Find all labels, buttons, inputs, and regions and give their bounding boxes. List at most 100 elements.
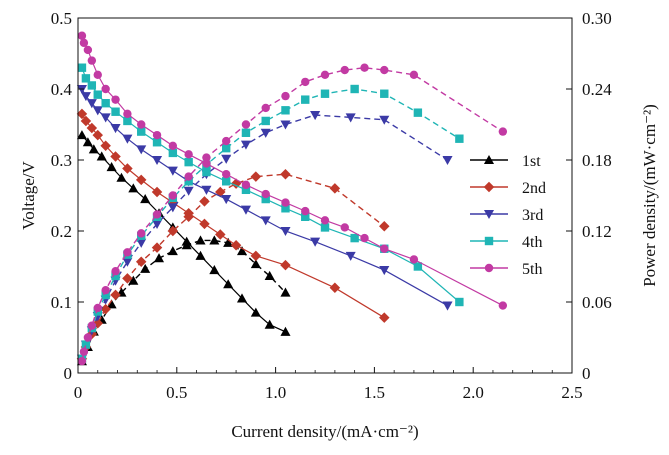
series-4th-power-point-17 <box>320 89 330 98</box>
x-tick-label-2: 1.0 <box>265 383 286 402</box>
series-4th-power-point-19 <box>380 89 389 98</box>
series-1st-voltage-point-11 <box>195 250 206 260</box>
series-3rd-voltage-point-12 <box>221 195 232 205</box>
series-2nd-voltage-point-14 <box>250 250 262 262</box>
series-4th-power-point-16 <box>301 95 310 104</box>
series-4th-voltage-point-9 <box>168 148 178 158</box>
y-right-tick-label-3: 0.18 <box>582 151 612 170</box>
series-5th-voltage-point-17 <box>301 206 310 216</box>
series-3rd-power-point-18 <box>379 115 390 125</box>
series-5th-power-point-22 <box>409 70 419 80</box>
series-3rd-voltage-point-9 <box>167 166 178 176</box>
series-2nd-voltage-point-11 <box>199 218 210 230</box>
series-5th-voltage-point-15 <box>261 189 270 199</box>
series-2nd-power-point-6 <box>122 273 133 284</box>
legend-label-1st: 1st <box>522 153 541 170</box>
series-4th-power-point-1 <box>81 340 91 349</box>
series-5th-power-point-5 <box>101 285 110 295</box>
series-3rd-voltage-point-16 <box>310 237 321 247</box>
y-right-tick-label-0: 0 <box>582 364 591 383</box>
series-3rd-power-point-7 <box>136 238 147 248</box>
series-3rd-voltage-point-13 <box>240 205 251 215</box>
series-5th-voltage-point-2 <box>83 45 93 55</box>
series-4th-voltage-point-21 <box>455 297 464 307</box>
series-4th-power-point-4 <box>101 290 110 300</box>
series-5th-voltage-point-20 <box>360 233 369 243</box>
series-4th-voltage-point-16 <box>301 212 310 221</box>
series-1st-power-point-17 <box>280 287 291 297</box>
y-left-tick-label-1: 0.1 <box>51 293 72 312</box>
series-3rd-voltage-point-2 <box>86 99 97 109</box>
series-5th-power-point-13 <box>222 136 231 146</box>
x-tick-label-0: 0 <box>74 383 83 402</box>
series-2nd-power-point-15 <box>280 168 291 180</box>
series-1st-voltage-point-16 <box>264 319 275 329</box>
y-left-tick-label-0: 0 <box>64 364 73 383</box>
series-1st-power-point-14 <box>236 246 248 256</box>
series-4th-power-point-13 <box>241 128 251 137</box>
series-3rd-voltage-point-19 <box>442 301 453 311</box>
series-1st-power-point-16 <box>264 270 275 280</box>
series-4th-voltage-point-15 <box>281 204 290 213</box>
series-1st-power-point-9 <box>167 246 178 256</box>
series-2nd-voltage-point-5 <box>110 151 121 162</box>
series-2nd-power-point-4 <box>100 303 111 315</box>
series-4th-voltage-point-4 <box>101 99 110 108</box>
series-2nd-power-point-7 <box>135 256 147 268</box>
series-4th-voltage-point-14 <box>261 194 270 204</box>
series-3rd-power-point-17 <box>345 113 356 123</box>
series-4th-voltage-point-5 <box>111 107 120 116</box>
legend-marker-3rd <box>483 209 495 220</box>
series-5th-power-line <box>81 66 504 362</box>
series-5th-power-point-23 <box>498 127 508 136</box>
series-5th-voltage-point-3 <box>87 56 97 65</box>
legend-marker-2nd <box>483 181 495 193</box>
y-left-tick-label-2: 0.2 <box>51 222 72 241</box>
series-1st-power-point-12 <box>209 235 220 245</box>
series-5th-voltage-point-0 <box>77 31 87 40</box>
series-5th-power-point-1 <box>79 347 89 356</box>
series-3rd-power-point-16 <box>310 111 321 121</box>
series-3rd-power-point-10 <box>183 186 194 196</box>
series-2nd-power-point-10 <box>183 211 194 223</box>
series-4th-voltage-point-6 <box>123 116 132 126</box>
x-tick-label-1: 0.5 <box>166 383 187 402</box>
series-3rd-power-point-19 <box>442 155 453 166</box>
series-1st-power-point-6 <box>128 275 139 285</box>
series-3rd-voltage-point-15 <box>280 226 291 237</box>
series-5th-voltage-point-14 <box>241 180 251 190</box>
series-3rd-voltage-point-11 <box>201 185 212 195</box>
series-2nd-voltage-point-6 <box>122 163 133 174</box>
series-2nd-power-point-8 <box>151 242 163 253</box>
series-3rd-voltage-point-7 <box>136 145 147 155</box>
series-2nd-voltage-point-16 <box>329 282 341 294</box>
series-3rd <box>76 84 453 364</box>
series-5th-power-point-8 <box>137 229 146 238</box>
series-1st-voltage-point-13 <box>223 279 234 289</box>
series-3rd-power-point-12 <box>221 154 232 164</box>
series-2nd-voltage-point-13 <box>230 239 242 251</box>
y-right-tick-label-4: 0.24 <box>582 80 612 99</box>
series-5th-power-point-20 <box>360 63 369 72</box>
series-2nd-power-point-16 <box>329 183 341 194</box>
series-3rd-voltage-point-4 <box>100 113 111 123</box>
series-1st-voltage-point-0 <box>76 130 87 140</box>
series-5th-voltage-point-18 <box>320 216 330 225</box>
legend-marker-4th <box>484 236 494 246</box>
legend-marker-5th <box>484 263 494 273</box>
series-5th-power-point-21 <box>380 65 389 75</box>
series-2nd <box>76 108 390 365</box>
series-4th <box>77 63 464 363</box>
series-4th-voltage-point-3 <box>93 90 102 99</box>
series-1st-voltage-point-4 <box>106 162 117 172</box>
series-3rd-power-point-9 <box>167 203 178 213</box>
series-3rd-power-point-8 <box>152 219 163 229</box>
y-left-tick-label-3: 0.3 <box>51 151 72 170</box>
series-4th-voltage-point-2 <box>87 81 97 90</box>
series-5th-voltage-point-5 <box>101 84 110 94</box>
series-3rd-power-point-13 <box>240 140 251 150</box>
series-5th-power-point-0 <box>77 356 87 366</box>
series-4th-voltage-point-13 <box>241 185 251 195</box>
plot-frame <box>77 17 573 374</box>
series-5th-power-point-11 <box>184 172 193 181</box>
